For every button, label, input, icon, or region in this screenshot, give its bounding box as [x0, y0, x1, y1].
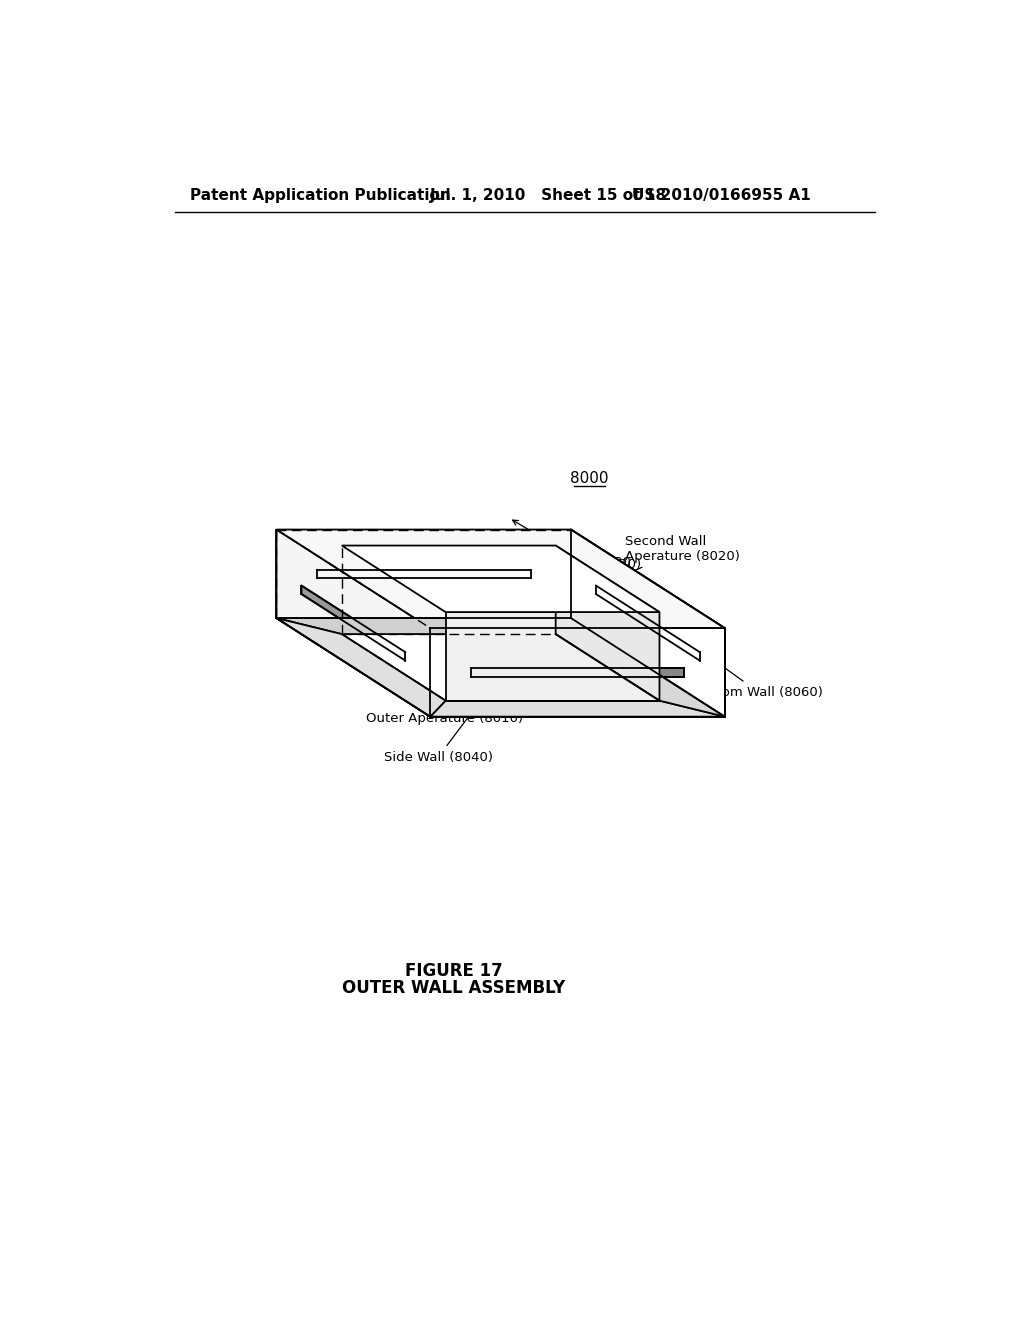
- Text: Bottom Wall (8060): Bottom Wall (8060): [682, 636, 822, 698]
- Polygon shape: [342, 634, 659, 701]
- Text: OUTER WALL ASSEMBLY: OUTER WALL ASSEMBLY: [342, 978, 565, 997]
- Text: Outer Wall
Assembly: Outer Wall Assembly: [583, 607, 691, 651]
- Text: FIGURE 17: FIGURE 17: [404, 962, 503, 979]
- Text: 3130: 3130: [598, 556, 632, 569]
- Polygon shape: [471, 668, 684, 677]
- Polygon shape: [316, 570, 530, 578]
- Text: Side Wall (8030): Side Wall (8030): [513, 520, 641, 570]
- Text: 8000: 8000: [570, 471, 608, 486]
- Polygon shape: [571, 529, 725, 717]
- Polygon shape: [556, 618, 725, 717]
- Text: Outer Aperature (8010): Outer Aperature (8010): [366, 672, 523, 725]
- Polygon shape: [301, 586, 406, 660]
- Text: 3140: 3140: [357, 663, 391, 675]
- Polygon shape: [430, 701, 725, 717]
- Polygon shape: [430, 628, 725, 717]
- Text: US 2010/0166955 A1: US 2010/0166955 A1: [632, 187, 811, 203]
- Polygon shape: [445, 612, 659, 701]
- Text: Patent Application Publication: Patent Application Publication: [190, 187, 451, 203]
- Polygon shape: [276, 529, 571, 618]
- Text: Top Wall (8050): Top Wall (8050): [522, 643, 664, 711]
- Polygon shape: [276, 529, 430, 717]
- Text: Side Wall (8040): Side Wall (8040): [384, 698, 493, 763]
- Text: Jul. 1, 2010   Sheet 15 of 18: Jul. 1, 2010 Sheet 15 of 18: [430, 187, 668, 203]
- Polygon shape: [276, 618, 571, 634]
- Polygon shape: [596, 586, 699, 660]
- Polygon shape: [276, 618, 445, 717]
- Polygon shape: [342, 545, 659, 612]
- Polygon shape: [556, 545, 659, 701]
- Text: Second Wall
Aperature (8020): Second Wall Aperature (8020): [528, 536, 740, 618]
- Polygon shape: [276, 618, 725, 717]
- Polygon shape: [276, 529, 725, 628]
